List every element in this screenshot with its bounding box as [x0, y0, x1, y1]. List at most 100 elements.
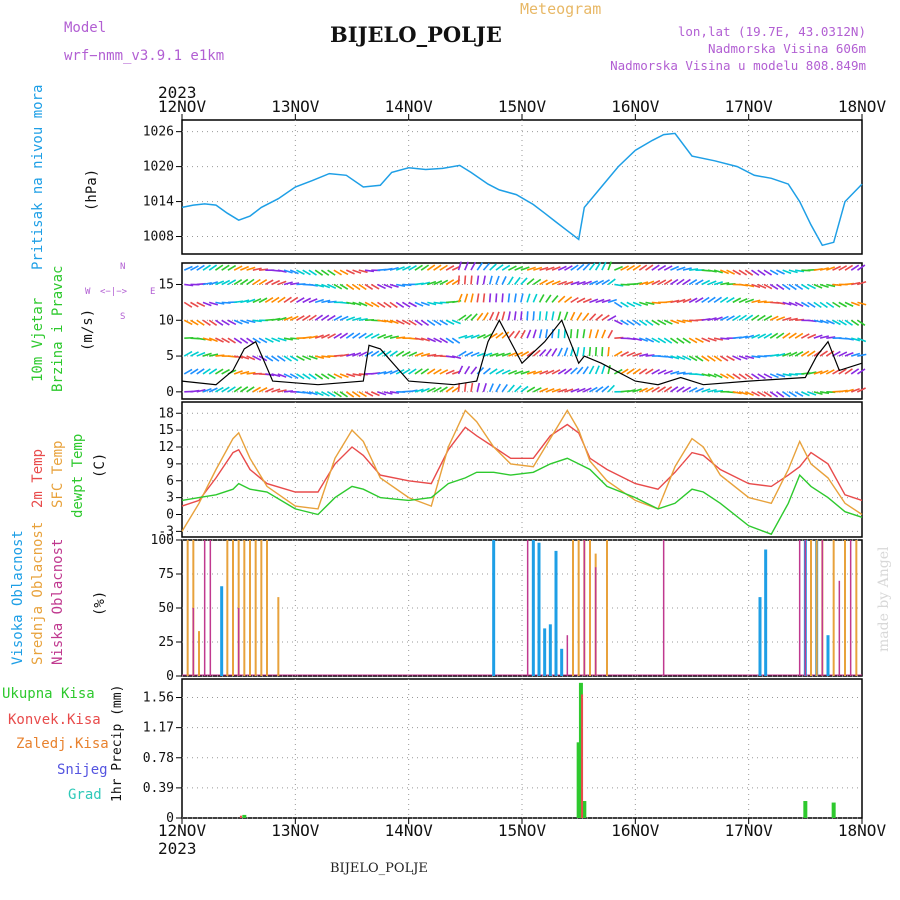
wind-barb — [670, 299, 680, 304]
wind-barb — [476, 382, 481, 393]
wind-barb — [352, 373, 362, 377]
wind-barb — [420, 387, 430, 393]
wind-barb — [308, 283, 318, 287]
wind-barb — [377, 350, 386, 357]
wind-barb — [358, 269, 368, 274]
wind-barb — [557, 329, 560, 339]
cloud-bar — [826, 635, 830, 676]
wind-barb — [345, 391, 355, 398]
wind-barb — [732, 391, 742, 395]
wind-barb — [296, 315, 305, 321]
wind-barb — [782, 301, 792, 306]
cloud-bar — [531, 540, 535, 676]
wind-barb — [433, 386, 442, 393]
wind-barb — [626, 389, 636, 393]
wind-barb — [215, 368, 224, 375]
wind-barb — [396, 336, 406, 339]
wind-barb — [538, 294, 545, 303]
wind-barb — [277, 373, 287, 378]
wind-barb — [482, 383, 487, 393]
wind-barb — [215, 301, 225, 305]
wind-barb — [395, 319, 405, 325]
wind-barb — [689, 268, 699, 271]
wind-barb — [713, 373, 723, 379]
wind-barb — [302, 355, 312, 361]
wind-barb — [838, 389, 848, 393]
wind-barb — [470, 275, 473, 285]
footer-station: BIJELO_POLJE — [330, 861, 428, 876]
cloud-bar — [844, 540, 846, 676]
wind-barb — [751, 314, 760, 321]
precip-conv-label: Konvek.Kisa — [8, 712, 101, 728]
wind-barb — [532, 278, 542, 286]
wind-barb — [701, 373, 711, 377]
wind-barb — [713, 269, 723, 274]
wind-barb — [857, 319, 866, 326]
wind-barb — [227, 264, 237, 271]
wind-barb — [277, 389, 287, 393]
cloud-ytick-label: 0 — [166, 669, 174, 684]
wind-barb — [570, 281, 580, 286]
wind-barb — [433, 368, 442, 375]
wind-barb — [720, 337, 730, 340]
wind-barb — [283, 269, 293, 274]
wind-barb — [576, 387, 586, 393]
wind-barb — [607, 364, 611, 375]
wind-barb — [408, 389, 418, 393]
wind-barb — [663, 279, 673, 286]
wind-barb — [246, 386, 255, 393]
wind-barb — [614, 319, 623, 325]
wind-barb — [526, 278, 535, 286]
wind-barb — [364, 350, 374, 357]
wind-barb — [252, 319, 262, 323]
wind-barb — [850, 368, 860, 375]
cloud-bar — [594, 567, 597, 676]
wind-barb — [345, 283, 355, 291]
cloud-ytick-label: 75 — [158, 567, 174, 582]
wind-barb — [221, 264, 230, 271]
wind-barb — [607, 329, 614, 339]
wind-barb — [601, 298, 611, 304]
dewpt-temp-label: dewpt Temp — [70, 433, 86, 518]
wind-barb — [520, 329, 526, 339]
wind-barb — [844, 319, 853, 326]
wind-barb — [819, 391, 830, 395]
precip-unit: 1hr Precip (mm) — [110, 684, 125, 802]
wind-barb — [452, 299, 462, 304]
cloud-bar — [764, 549, 768, 676]
wind-barb — [676, 266, 686, 271]
wind-barb — [215, 354, 225, 357]
wind-barb — [520, 293, 524, 303]
wind-barb — [663, 337, 673, 344]
wind-barb — [825, 350, 835, 357]
wind-barb — [221, 301, 231, 304]
wind-barb — [289, 355, 299, 362]
wind-barb — [364, 283, 374, 290]
temperature-ytick-label: 3 — [166, 491, 174, 506]
lonlat-info: lon,lat (19.7E, 43.0312N) — [677, 24, 866, 39]
wind-barb — [264, 279, 274, 286]
cloud-bar — [821, 540, 824, 676]
wind-barb — [607, 278, 616, 286]
cloud-bar — [203, 540, 206, 676]
pressure-frame — [181, 119, 863, 255]
compass-arrows: <−|−> — [100, 287, 128, 297]
wind-barb — [782, 269, 792, 275]
wind-barb — [807, 333, 817, 339]
wind-barb — [389, 319, 399, 325]
wind-barb — [302, 373, 311, 380]
wind-barb — [738, 297, 748, 304]
wind-barb — [520, 266, 530, 271]
wind-barb — [414, 368, 423, 375]
wind-barb — [732, 336, 742, 339]
wind-barb — [664, 300, 674, 304]
wind-barb — [308, 298, 318, 304]
wind-barb — [289, 315, 299, 321]
wind-barb — [582, 298, 592, 304]
wind-barb — [657, 279, 667, 286]
wind-barb — [196, 319, 205, 326]
wind-barb — [202, 301, 212, 307]
wind-barb — [296, 297, 305, 304]
wind-barb — [620, 368, 629, 375]
wind-barb — [813, 391, 823, 395]
